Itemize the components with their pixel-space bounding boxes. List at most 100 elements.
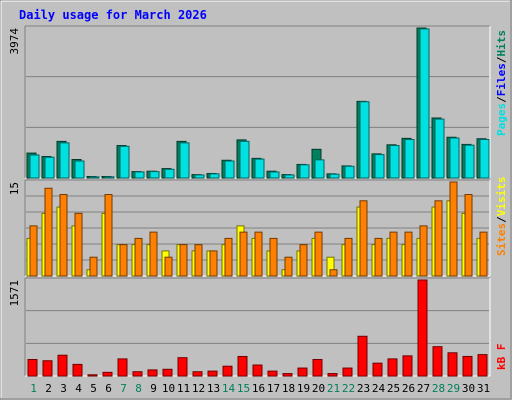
bar-pages-day-1 xyxy=(29,154,40,179)
legend-separator: / xyxy=(495,216,508,223)
x-tick-label-day-21: 21 xyxy=(327,382,340,395)
x-tick-label-day-9: 9 xyxy=(150,382,157,395)
x-tick-label-day-3: 3 xyxy=(60,382,67,395)
bar-pages-day-2 xyxy=(44,156,55,179)
x-tick-label-day-8: 8 xyxy=(135,382,142,395)
bar-pages-day-7 xyxy=(119,145,130,179)
kbytes-panel: 1571 kB F xyxy=(8,277,508,377)
bar-sites-day-16 xyxy=(254,231,263,277)
bar-pages-day-26 xyxy=(404,138,415,179)
bar-kb-f-day-31 xyxy=(477,354,488,377)
bar-sites-day-13 xyxy=(209,250,218,277)
bar-kb-f-day-24 xyxy=(372,362,383,377)
bar-kb-f-day-26 xyxy=(402,355,413,377)
legend-visits: Visits xyxy=(495,177,508,217)
bar-kb-f-day-12 xyxy=(192,371,203,377)
bar-pages-day-5 xyxy=(89,176,100,179)
x-tick-label-day-23: 23 xyxy=(357,382,370,395)
bar-pages-day-9 xyxy=(149,171,160,179)
x-tick-label-day-15: 15 xyxy=(237,382,250,395)
bar-kb-f-day-6 xyxy=(102,371,113,377)
bar-kb-f-day-10 xyxy=(162,368,173,377)
x-axis-day-labels: 1 2 3 4 5 6 7 8 9 10 11 12 13 14 15 16 17 18 19 20 21 22 23 24 2… xyxy=(30,382,490,395)
bar-kb-f-day-3 xyxy=(57,354,68,377)
bar-sites-day-18 xyxy=(284,256,293,277)
bar-sites-day-2 xyxy=(44,187,53,277)
x-tick-label-day-1: 1 xyxy=(30,382,37,395)
bar-sites-day-6 xyxy=(104,194,113,277)
bar-sites-day-5 xyxy=(89,256,98,277)
bar-kb-f-day-8 xyxy=(132,371,143,377)
x-tick-label-day-22: 22 xyxy=(342,382,355,395)
legend-sites: Sites xyxy=(495,223,508,256)
legend-files: Files xyxy=(495,63,508,96)
x-tick-label-day-30: 30 xyxy=(462,382,475,395)
legend-separator: / xyxy=(495,96,508,103)
legend-kb-f: kB F xyxy=(495,344,508,371)
bar-sites-day-23 xyxy=(359,200,368,277)
bar-sites-day-3 xyxy=(59,194,68,277)
bar-pages-day-13 xyxy=(209,173,220,179)
bar-pages-day-24 xyxy=(374,154,385,179)
x-tick-label-day-28: 28 xyxy=(432,382,445,395)
bar-sites-day-15 xyxy=(239,231,248,277)
x-tick-label-day-29: 29 xyxy=(447,382,460,395)
bar-kb-f-day-13 xyxy=(207,370,218,377)
bar-pages-day-6 xyxy=(104,176,115,179)
bar-pages-day-22 xyxy=(344,165,355,179)
x-tick-label-day-17: 17 xyxy=(267,382,280,395)
bar-pages-day-3 xyxy=(59,142,70,179)
x-tick-label-day-5: 5 xyxy=(90,382,97,395)
x-tick-label-day-2: 2 xyxy=(45,382,52,395)
bar-kb-f-day-19 xyxy=(297,367,308,377)
bar-kb-f-day-2 xyxy=(42,360,53,377)
sites-visits-panel: 15 Sites/Visits xyxy=(8,177,508,277)
bar-kb-f-day-20 xyxy=(312,359,323,377)
bar-kb-f-day-16 xyxy=(252,364,263,377)
bar-kb-f-day-11 xyxy=(177,357,188,377)
bar-sites-day-24 xyxy=(374,237,383,277)
x-tick-label-day-13: 13 xyxy=(207,382,220,395)
bar-kb-f-day-1 xyxy=(27,359,38,377)
x-tick-label-day-26: 26 xyxy=(402,382,415,395)
bar-kb-f-day-30 xyxy=(462,355,473,377)
bar-sites-day-17 xyxy=(269,237,278,277)
bar-sites-day-25 xyxy=(389,231,398,277)
bar-sites-day-29 xyxy=(449,181,458,277)
bar-pages-day-28 xyxy=(434,118,445,179)
bar-pages-day-11 xyxy=(179,142,190,179)
bar-pages-day-21 xyxy=(329,173,340,179)
x-tick-label-day-20: 20 xyxy=(312,382,325,395)
x-tick-label-day-12: 12 xyxy=(192,382,205,395)
bar-kb-f-day-5 xyxy=(87,374,98,377)
bar-kb-f-day-29 xyxy=(447,352,458,377)
bar-kb-f-day-14 xyxy=(222,365,233,377)
bar-sites-day-27 xyxy=(419,225,428,277)
x-tick-label-day-16: 16 xyxy=(252,382,265,395)
bar-pages-day-29 xyxy=(449,137,460,179)
x-tick-label-day-7: 7 xyxy=(120,382,127,395)
bar-sites-day-4 xyxy=(74,212,83,277)
bar-pages-day-19 xyxy=(299,164,310,179)
bar-sites-day-20 xyxy=(314,231,323,277)
bar-sites-day-28 xyxy=(434,200,443,277)
bar-pages-day-15 xyxy=(239,140,250,179)
bar-kb-f-day-15 xyxy=(237,355,248,377)
bar-pages-day-14 xyxy=(224,160,235,179)
x-tick-label-day-10: 10 xyxy=(162,382,175,395)
bar-kb-f-day-27 xyxy=(417,279,428,377)
y-max-label: 1571 xyxy=(8,280,21,307)
bar-pages-day-31 xyxy=(479,138,490,179)
x-tick-label-day-4: 4 xyxy=(75,382,82,395)
bar-sites-day-12 xyxy=(194,244,203,277)
bar-sites-day-26 xyxy=(404,231,413,277)
bar-kb-f-day-21 xyxy=(327,373,338,377)
bar-kb-f-day-22 xyxy=(342,367,353,377)
legend: Sites/Visits xyxy=(495,177,508,257)
legend: kB F xyxy=(495,344,508,371)
bar-pages-day-30 xyxy=(464,144,475,179)
bar-kb-f-day-17 xyxy=(267,370,278,377)
chart-title: Daily usage for March 2026 xyxy=(19,8,207,22)
bar-kb-f-day-9 xyxy=(147,369,158,377)
bar-pages-day-23 xyxy=(359,101,370,179)
